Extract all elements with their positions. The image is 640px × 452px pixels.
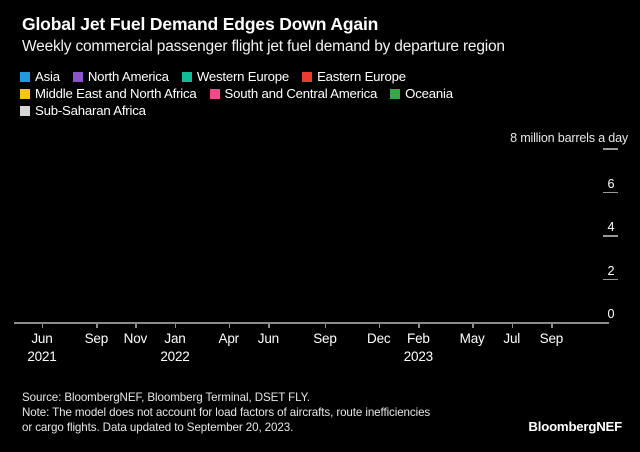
x-axis-tick-mark [41,322,44,328]
legend-swatch-icon [302,71,313,82]
plot-area [25,148,591,322]
legend-swatch-icon [390,88,401,99]
x-axis-tick-label: Jul [503,331,521,346]
x-axis-line [14,322,609,324]
x-axis-tick-mark [174,322,177,328]
legend-label: Eastern Europe [317,69,406,84]
x-axis-tick-label: May [459,331,485,346]
legend-row: Asia North America Western Europe Eastern E… [20,68,628,85]
y-axis-tick-mark [603,278,618,281]
x-axis-tick-label: Nov [123,331,148,346]
x-axis-tick-mark [378,322,381,328]
chart-legend: Asia North America Western Europe Eastern E… [20,68,628,119]
legend-item[interactable]: North America [72,69,169,84]
x-axis-tick-label: Jan [164,331,186,346]
legend-label: Middle East and North Africa [35,86,197,101]
x-axis-tick-mark [96,322,98,328]
y-axis-tick-label: 6 [607,176,615,191]
x-axis-tick-label: Apr [218,331,240,346]
x-axis-tick-mark [551,322,553,328]
x-axis-tick-label: Sep [84,331,109,346]
footer-note-line2: or cargo flights. Data updated to Septem… [22,421,294,435]
legend-swatch-icon [181,71,192,82]
legend-label: Western Europe [196,69,290,84]
stacked-bar-group [25,148,591,322]
legend-swatch-icon [20,88,30,99]
legend-swatch-icon [72,71,83,82]
legend-item[interactable]: Asia [20,70,60,83]
legend-row: Middle East and North Africa South and Ce… [20,85,628,102]
legend-item[interactable]: Oceania [390,87,453,100]
legend-label: Asia [35,69,60,84]
y-axis-tick-mark [603,191,618,194]
legend-swatch-icon [20,71,30,82]
y-axis-tick-label: 0 [607,307,615,321]
legend-item[interactable]: Sub-Saharan Africa [20,104,146,117]
x-axis-tick-mark [268,322,270,328]
y-axis-tick-label: 2 [607,263,615,278]
footer-note-line1: Note: The model does not account for loa… [22,406,431,420]
legend-label: Oceania [405,86,453,101]
x-axis-tick-mark [324,322,327,328]
y-axis-tick-mark-top [603,148,618,150]
x-axis-tick-label: Dec [367,331,391,346]
legend-label: South and Central America [224,86,378,101]
x-axis-tick-label: Jun [31,331,53,346]
y-axis-unit-label: 8 million barrels a day [510,131,628,145]
y-axis-tick-mark [603,235,618,237]
legend-label: North America [87,69,169,84]
x-axis-tick-label: Sep [539,331,564,346]
x-axis-tick-mark [472,322,474,328]
legend-swatch-icon [209,88,220,99]
x-axis-tick-label: Jun [257,331,279,346]
legend-item[interactable]: Eastern Europe [302,70,406,83]
x-axis-tick-mark [228,322,231,328]
x-axis-tick-label: Sep [313,331,337,346]
footer-notes: Source: BloombergNEF, Bloomberg Terminal… [22,390,522,436]
bloombergnef-logo: BloombergNEF [528,419,622,434]
x-axis: Jun 2021 Sep Nov Jan 2022 Apr Jun Sep Dec Feb 2023 M… [0,322,640,370]
legend-row: Sub-Saharan Africa [20,102,628,119]
legend-item[interactable]: South and Central America [209,86,378,101]
x-axis-tick-mark [135,322,137,328]
legend-item[interactable]: Western Europe [181,69,290,84]
x-axis-year-label: 2023 [403,349,433,364]
chart-subtitle: Weekly commercial passenger flight jet f… [22,38,505,55]
legend-label: Sub-Saharan Africa [35,103,146,118]
chart-title: Global Jet Fuel Demand Edges Down Again [22,14,379,34]
x-axis-tick-label: Feb [407,331,430,346]
legend-swatch-icon [20,105,30,116]
x-axis-year-label: 2022 [160,349,190,364]
x-axis-tick-mark [418,322,420,328]
x-axis-tick-mark [511,322,514,328]
y-axis: 0 2 4 6 [596,140,640,330]
x-axis-year-label: 2021 [27,349,57,364]
y-axis-tick-label: 4 [607,220,615,234]
legend-item[interactable]: Middle East and North Africa [20,87,197,100]
footer-source: Source: BloombergNEF, Bloomberg Terminal… [22,391,310,404]
